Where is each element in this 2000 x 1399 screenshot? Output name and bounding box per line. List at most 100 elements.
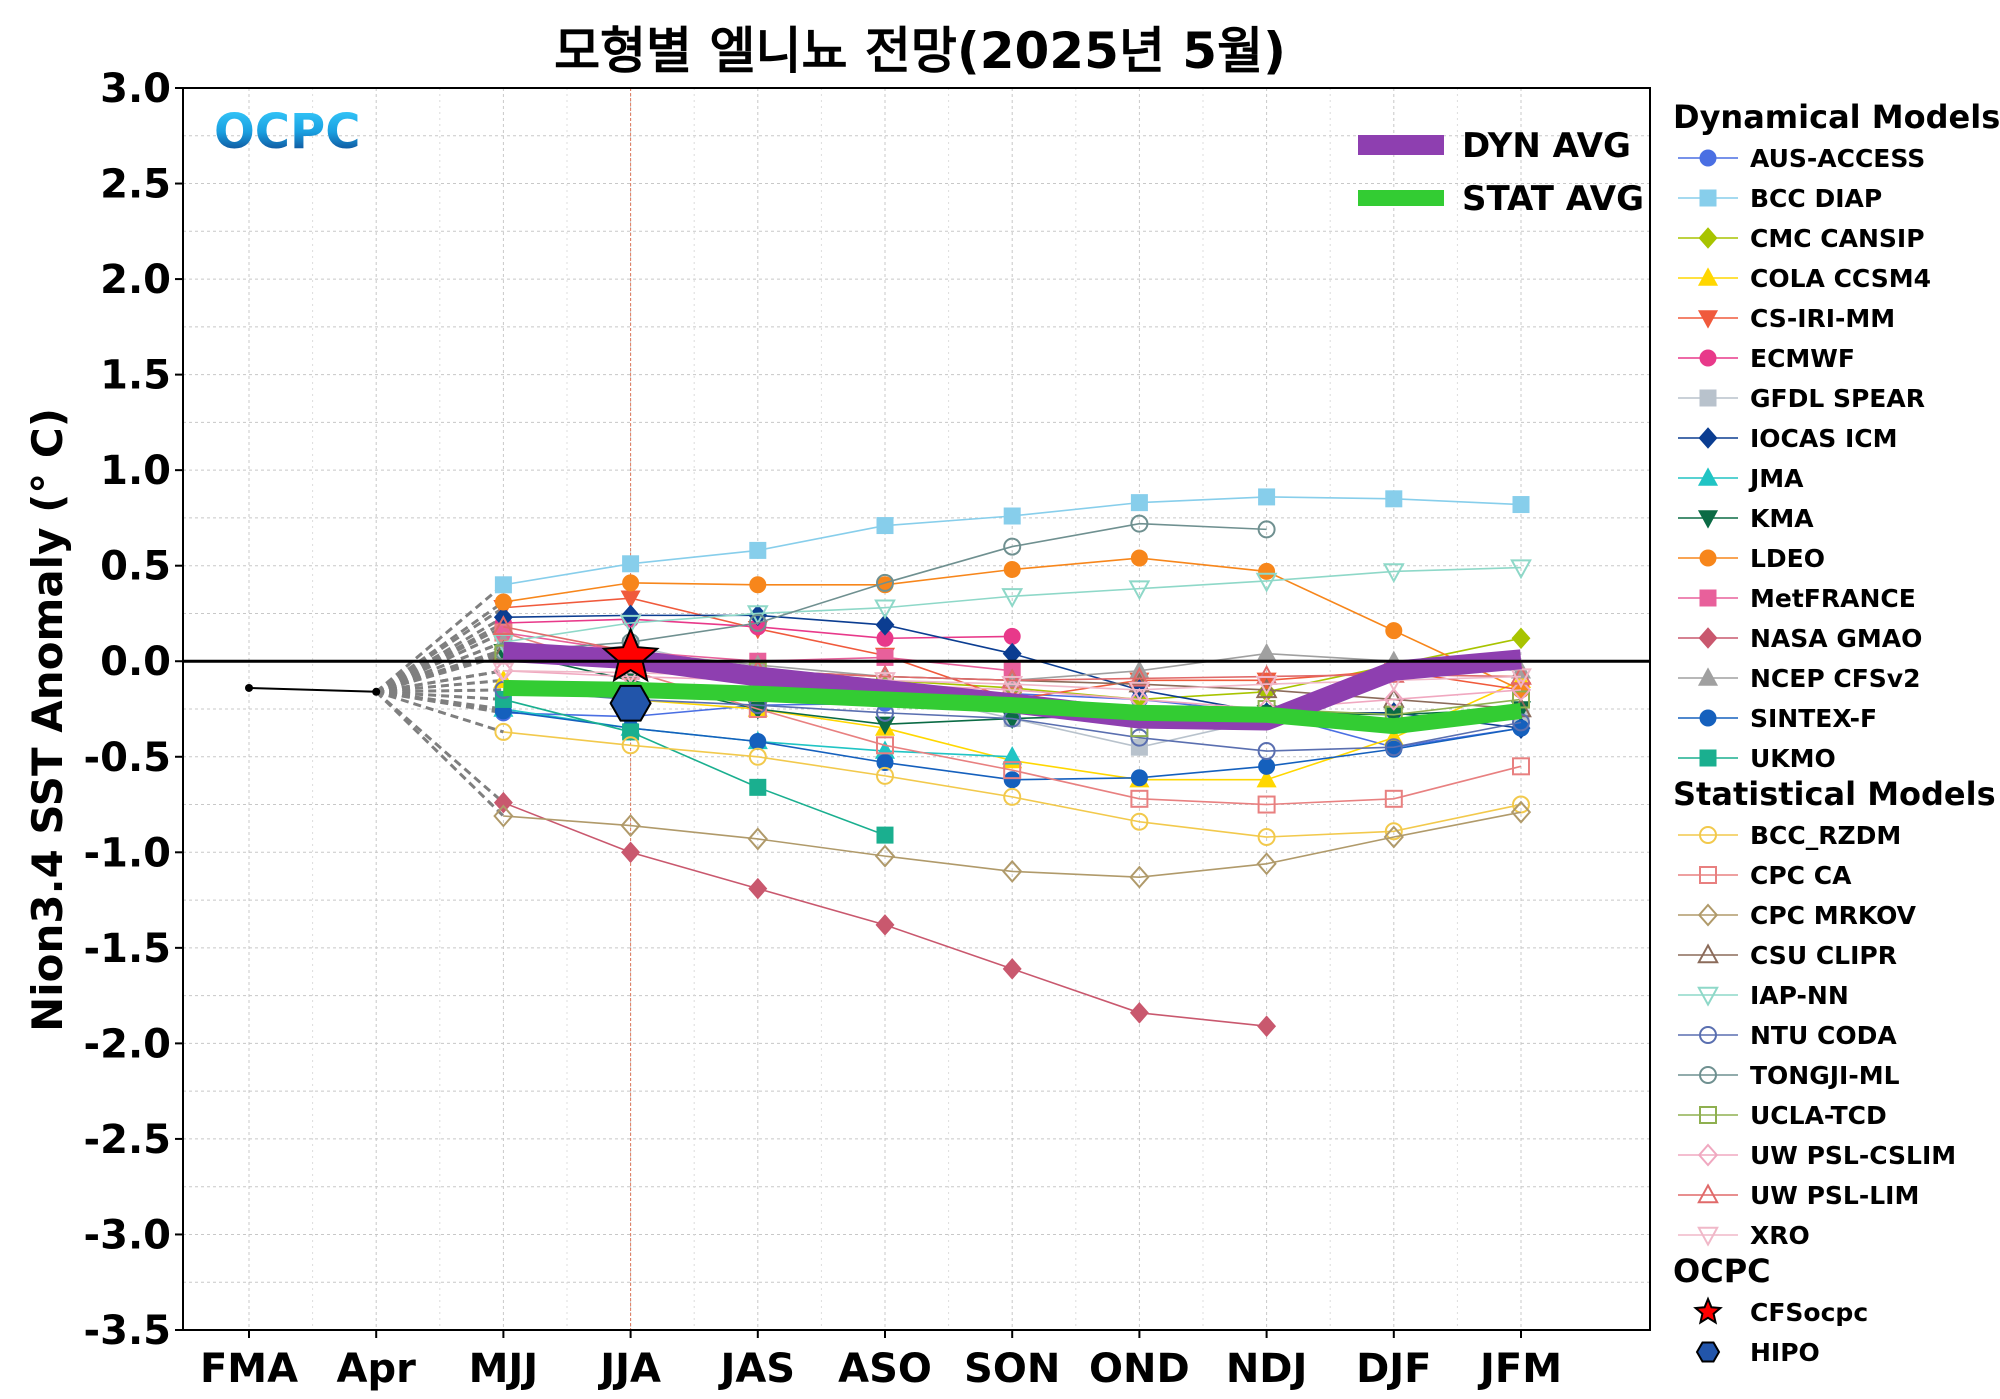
data-point xyxy=(748,877,768,900)
legend-label: MetFRANCE xyxy=(1750,584,1916,613)
data-point xyxy=(1385,622,1403,640)
data-point xyxy=(1383,825,1404,849)
legend-marker xyxy=(1693,1296,1723,1325)
y-tick-label: 0.5 xyxy=(100,544,171,590)
data-point xyxy=(1510,678,1532,702)
data-point xyxy=(1384,789,1403,808)
data-point xyxy=(1256,642,1277,662)
data-point xyxy=(622,555,640,573)
spread-line xyxy=(375,615,505,694)
x-tick-label: SON xyxy=(964,1346,1060,1392)
y-tick-label: -2.0 xyxy=(84,1021,171,1067)
legend-label: STAT AVG xyxy=(1462,179,1644,219)
series-line xyxy=(503,669,1522,710)
observed-line xyxy=(248,686,377,693)
data-point xyxy=(874,844,896,868)
average-legend: DYN AVG STAT AVG xyxy=(1358,126,1644,219)
data-point xyxy=(494,722,513,741)
x-tick-label: OND xyxy=(1089,1346,1190,1392)
model-legend: Dynamical Models AUS-ACCESS BCC DIAP CMC CA… xyxy=(1673,98,2000,1367)
y-tick-label: -0.5 xyxy=(84,735,171,781)
legend-label: ECMWF xyxy=(1750,344,1855,373)
data-point xyxy=(492,615,515,636)
data-point xyxy=(1384,822,1403,841)
y-tick-label: -3.5 xyxy=(84,1308,171,1354)
legend-marker xyxy=(1695,1341,1721,1363)
data-point xyxy=(1255,572,1278,593)
legend-label: IAP-NN xyxy=(1750,981,1849,1010)
legend-label: XRO xyxy=(1750,1221,1810,1250)
legend-marker xyxy=(1699,549,1717,567)
legend-marker xyxy=(1697,943,1719,964)
data-point xyxy=(1510,559,1532,580)
legend-label: CMC CANSIP xyxy=(1750,224,1925,253)
data-point xyxy=(874,716,896,735)
data-point xyxy=(1003,761,1022,780)
x-tick-label: MJJ xyxy=(469,1346,539,1392)
legend-label: BCC_RZDM xyxy=(1750,821,1901,850)
legend-label: CFSocpc xyxy=(1750,1298,1868,1327)
spread-line xyxy=(376,690,504,701)
legend-marker xyxy=(1697,1226,1719,1247)
legend-label: UCLA-TCD xyxy=(1750,1101,1887,1130)
observed-point xyxy=(372,687,381,696)
data-point xyxy=(749,541,767,559)
data-point xyxy=(876,826,894,844)
data-point xyxy=(748,614,767,633)
x-tick-label: JJA xyxy=(597,1346,661,1392)
legend-marker xyxy=(1697,903,1719,927)
plot-frame xyxy=(182,87,1651,1331)
data-point xyxy=(1128,681,1151,702)
legend-marker xyxy=(1697,310,1719,329)
data-point xyxy=(493,791,513,814)
legend-label: CPC CA xyxy=(1750,861,1852,890)
data-point xyxy=(876,754,894,772)
data-point xyxy=(747,827,768,851)
legend-label: AUS-ACCESS xyxy=(1750,144,1925,173)
y-tick-label: -1.5 xyxy=(84,926,171,972)
data-point xyxy=(1001,588,1024,608)
y-tick-label: -1.0 xyxy=(84,830,171,876)
spread-line xyxy=(375,690,505,818)
legend-label: NTU CODA xyxy=(1750,1021,1897,1050)
spread-line xyxy=(376,678,504,694)
data-point xyxy=(748,747,767,766)
data-point xyxy=(1129,1002,1149,1024)
spread-line xyxy=(375,690,504,711)
series-line xyxy=(503,689,1522,752)
legend-heading: OCPC xyxy=(1673,1252,1771,1290)
legend-marker xyxy=(1699,866,1717,884)
data-point xyxy=(1512,719,1530,737)
data-point xyxy=(1255,678,1278,699)
data-point xyxy=(1512,496,1530,514)
grid-lines xyxy=(183,87,1650,1331)
legend-marker xyxy=(1699,1106,1717,1124)
y-tick-label: 0.0 xyxy=(100,639,171,685)
data-point xyxy=(1003,537,1022,556)
data-point xyxy=(619,614,642,635)
data-point xyxy=(1128,580,1151,601)
data-point xyxy=(1512,757,1530,776)
data-point xyxy=(1258,757,1276,775)
data-point xyxy=(1002,958,1022,980)
data-point xyxy=(876,517,894,535)
data-point xyxy=(876,573,894,592)
data-point xyxy=(749,778,767,796)
legend-label: LDEO xyxy=(1750,544,1825,573)
observed-point xyxy=(245,683,253,692)
spread-line xyxy=(375,690,505,804)
model-series xyxy=(245,488,1532,1037)
data-point xyxy=(749,732,767,750)
y-tick-label: 2.0 xyxy=(100,257,171,303)
legend-label: JMA xyxy=(1748,464,1804,493)
data-point xyxy=(1002,746,1023,765)
data-point xyxy=(622,574,640,592)
data-point xyxy=(1257,828,1276,847)
data-point xyxy=(876,736,894,755)
legend-label: CPC MRKOV xyxy=(1750,901,1917,930)
legend-label: KMA xyxy=(1750,504,1814,533)
legend-label: HIPO xyxy=(1750,1338,1820,1367)
data-point xyxy=(875,614,895,636)
data-point xyxy=(1510,800,1532,824)
